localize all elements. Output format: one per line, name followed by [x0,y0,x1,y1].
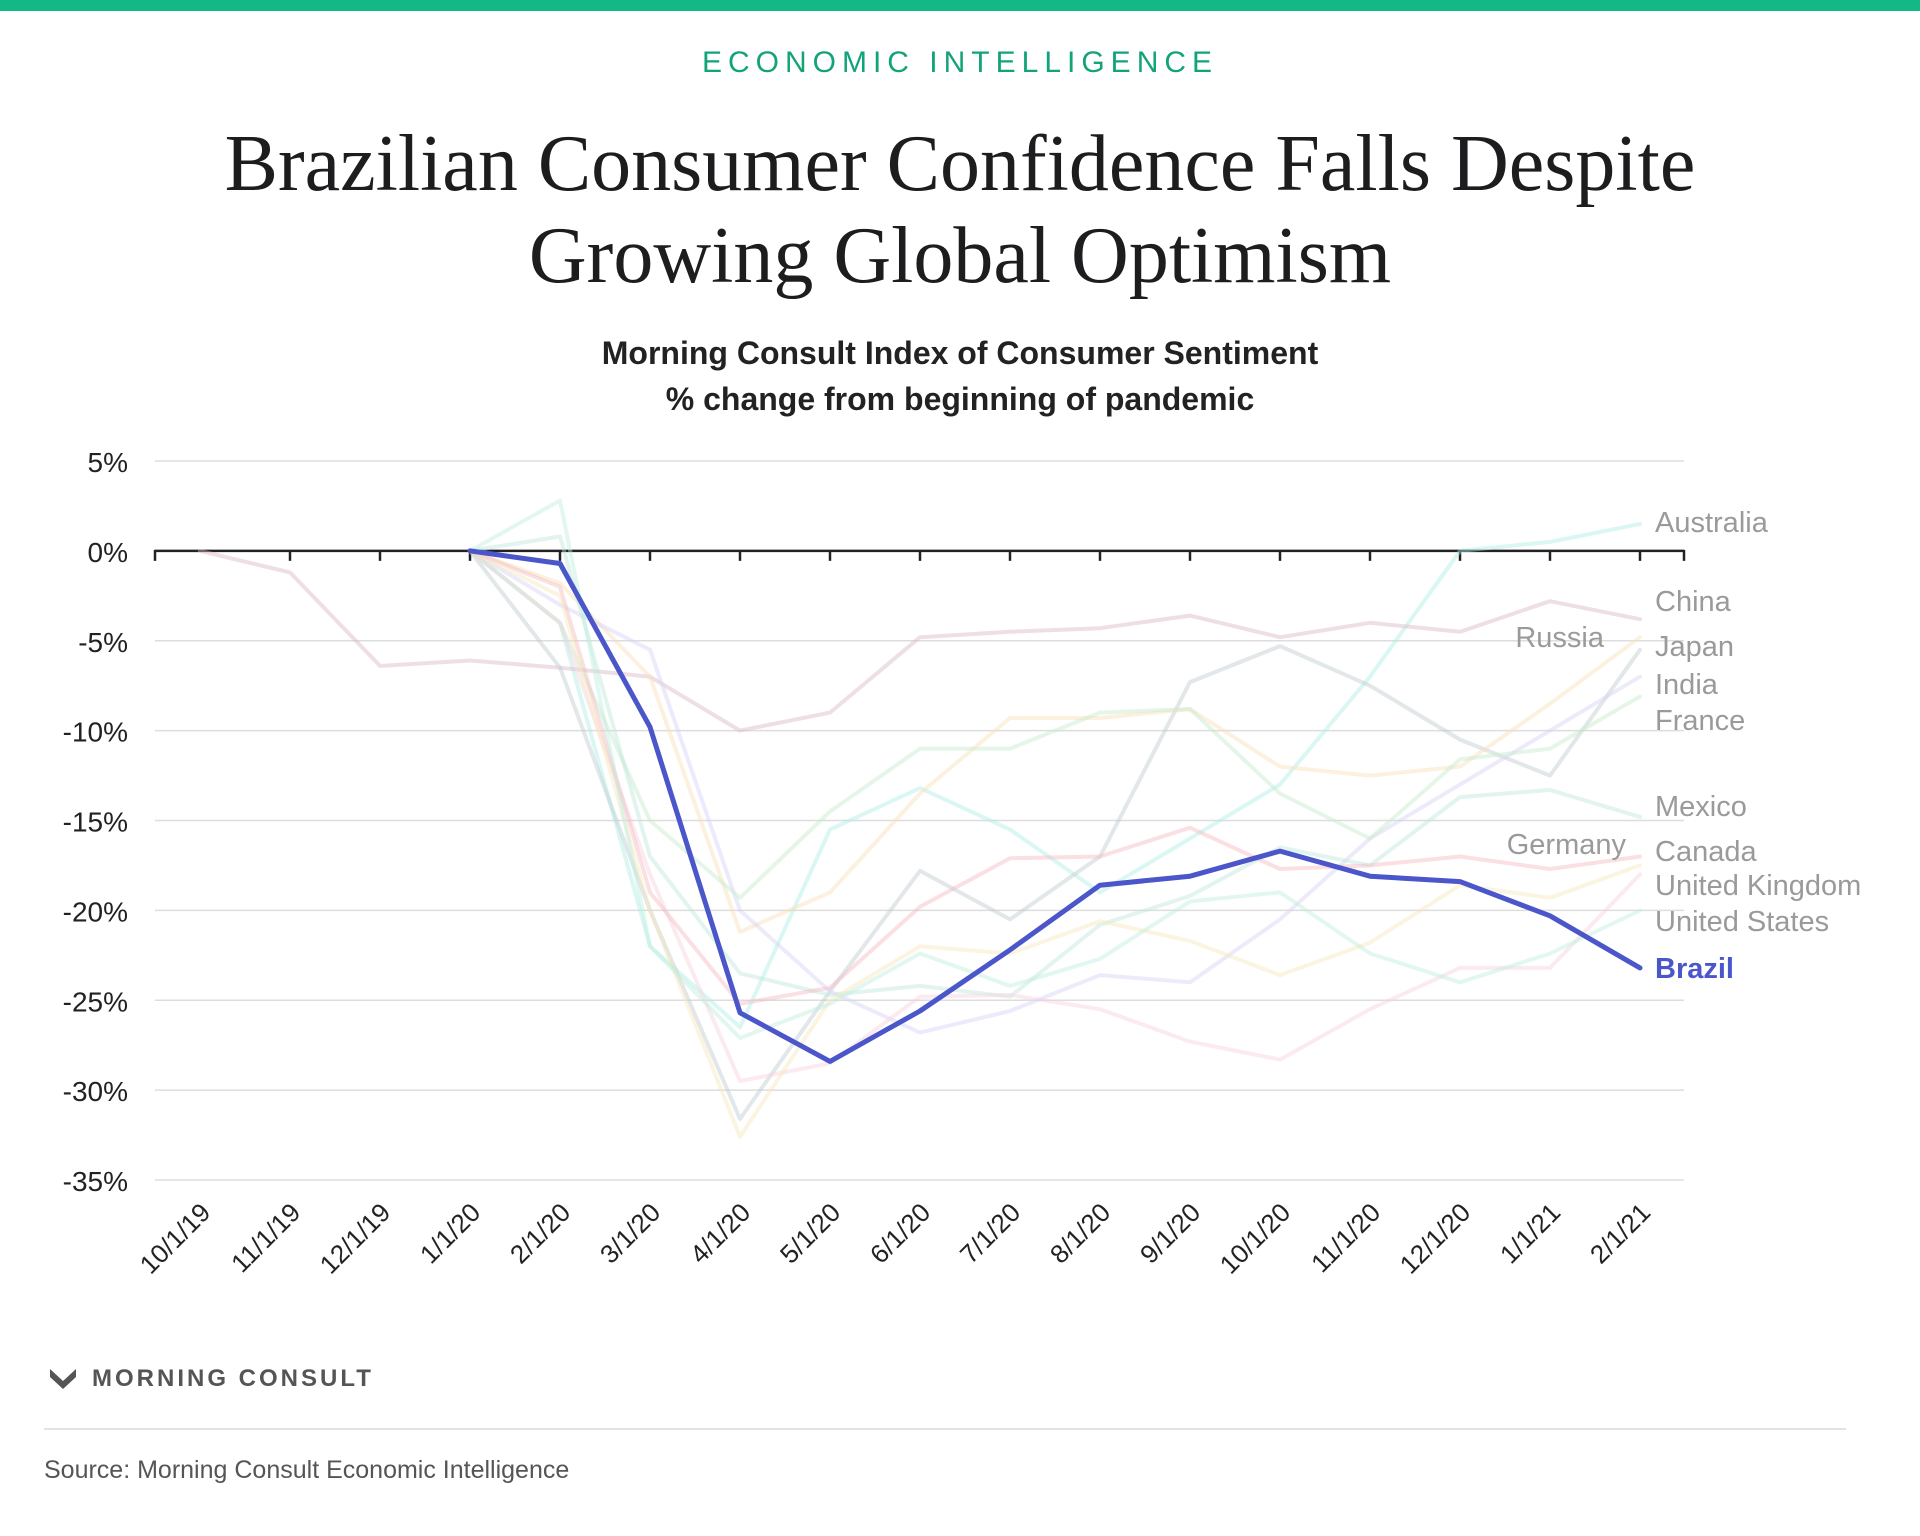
line-chart: 5%0%-5%-10%-15%-20%-25%-30%-35% 10/1/19 1… [63,447,1862,1280]
title-line-2: Growing Global Optimism [528,212,1392,300]
x-tick-label: 4/1/20 [684,1197,756,1269]
series-line-united-kingdom [468,548,1642,1139]
brand-logo: MORNING CONSULT [48,1364,374,1394]
x-tick-label: 6/1/20 [864,1197,936,1269]
series-line-united-states [468,498,1642,1040]
x-axis-ticks: 10/1/19 11/1/19 12/1/19 1/1/20 2/1/20 3/1/20 4… [134,1197,1657,1280]
series-label-canada: Canada [1655,836,1757,868]
x-tick-label: 5/1/20 [774,1197,846,1269]
page-title: Brazilian Consumer Confidence Falls Desp… [0,118,1920,302]
x-tick-label: 2/1/20 [504,1197,576,1269]
y-tick-label: -30% [63,1076,128,1107]
series-label-brazil: Brazil [1655,953,1734,985]
x-tick-label: 7/1/20 [954,1197,1026,1269]
top-accent-bar [0,0,1920,11]
series-line-india [468,548,1642,1035]
series-label-united-states: United States [1655,906,1829,938]
series-label-japan: Japan [1655,631,1734,663]
series-label-india: India [1655,669,1719,701]
y-tick-label: 0% [88,537,128,568]
series-line-japan [468,548,1642,934]
series-line-china [198,548,1642,733]
kicker: ECONOMIC INTELLIGENCE [701,46,1219,79]
x-tick-label: 3/1/20 [594,1197,666,1269]
x-tick-label: 2/1/21 [1584,1197,1656,1269]
series-label-russia: Russia [1515,622,1605,654]
x-tick-label: 1/1/20 [414,1197,486,1269]
source-note: Source: Morning Consult Economic Intelli… [44,1456,570,1484]
series-label-germany: Germany [1507,829,1627,861]
series-line-australia [468,521,1642,1030]
x-tick-label: 12/1/19 [314,1197,397,1280]
morning-consult-logo-icon [50,1369,76,1389]
series-labels: Australia China Russia Japan India France Mexi… [1507,507,1862,985]
series-label-china: China [1655,586,1732,618]
subtitle-line-1: Morning Consult Index of Consumer Sentim… [601,335,1319,371]
x-tick-label: 8/1/20 [1044,1197,1116,1269]
y-tick-label: -20% [63,896,128,927]
chart-gridlines [155,460,1684,1181]
chart-subtitle: Morning Consult Index of Consumer Sentim… [0,330,1920,422]
x-tick-label: 9/1/20 [1134,1197,1206,1269]
y-tick-label: 5% [88,447,128,478]
series-label-united-kingdom: United Kingdom [1655,870,1861,902]
series-label-france: France [1655,705,1745,737]
y-tick-label: -35% [63,1166,128,1197]
brand-name: MORNING CONSULT [92,1365,374,1392]
x-tick-label: 11/1/19 [225,1197,306,1278]
y-axis-ticks: 5% 0% -5% -10% -15% -20% -25% -30% -35% [63,447,128,1197]
x-tick-label: 11/1/20 [1305,1197,1386,1278]
series-label-mexico: Mexico [1655,791,1747,823]
series-lines [198,498,1643,1139]
y-tick-label: -25% [63,986,128,1017]
series-label-australia: Australia [1655,507,1769,539]
subtitle-line-2: % change from beginning of pandemic [665,381,1255,417]
title-line-1: Brazilian Consumer Confidence Falls Desp… [224,120,1696,208]
series-line-canada [468,548,1642,1006]
x-tick-label: 1/1/21 [1494,1197,1566,1269]
zero-axis [153,549,1686,561]
series-line-mexico [468,534,1642,999]
y-tick-label: -15% [63,807,128,838]
y-tick-label: -10% [63,717,128,748]
x-tick-label: 12/1/20 [1394,1197,1477,1280]
series-line-russia [468,548,1642,1121]
x-tick-label: 10/1/19 [134,1197,217,1280]
series-line-brazil [467,548,1643,1064]
footer-divider [44,1428,1846,1430]
series-line-germany [468,548,1642,1084]
x-tick-label: 10/1/20 [1214,1197,1297,1280]
series-line-france [468,548,1642,900]
y-tick-label: -5% [78,627,128,658]
